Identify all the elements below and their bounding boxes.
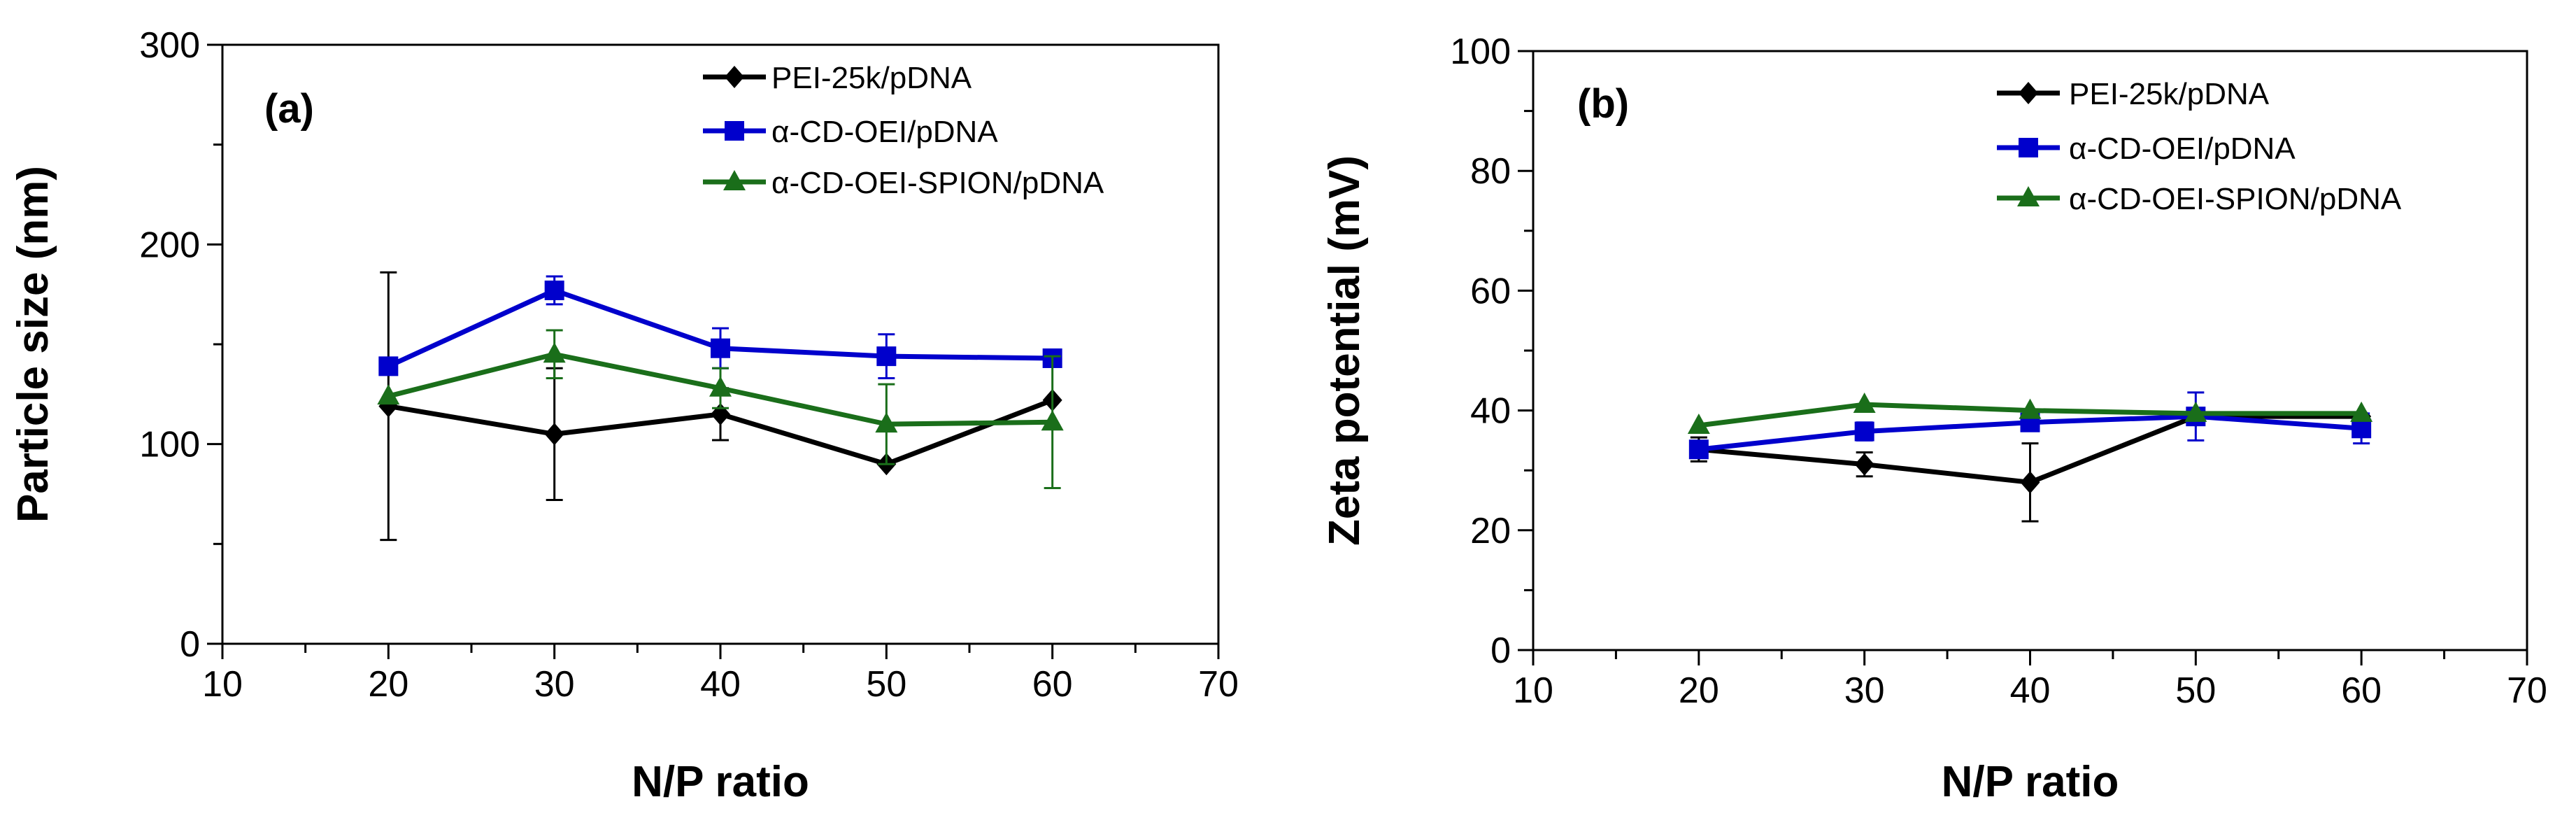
data-point	[1687, 414, 1710, 434]
x-tick-label: 50	[866, 664, 906, 705]
x-tick-label: 70	[1198, 664, 1239, 705]
panel-b-zeta-potential-chart: 10 20 30 40 50 60 70 0 20 40 60 80 100 N/P ratio Zeta …	[1321, 31, 2547, 806]
series-square	[378, 275, 1062, 380]
legend-label: α-CD-OEI/pDNA	[771, 115, 998, 149]
x-tick-label: 40	[700, 664, 741, 705]
data-point	[378, 356, 399, 376]
x-axis-label: N/P ratio	[1942, 758, 2119, 806]
x-tick-label: 40	[2010, 670, 2051, 711]
panel-a-particle-size-chart: 10 20 30 40 50 60 70 0 100 200 300 N/P ratio Particl…	[9, 25, 1239, 806]
legend-entry: PEI-25k/pDNA	[703, 61, 972, 95]
y-tick-label: 40	[1470, 391, 1511, 432]
x-tick-label: 30	[534, 664, 575, 705]
legend-marker	[723, 170, 746, 190]
x-tick-label: 60	[2341, 670, 2382, 711]
y-tick-label: 0	[180, 624, 200, 665]
series-triangle	[377, 329, 1064, 489]
legend-entry: α-CD-OEI-SPION/pDNA	[703, 166, 1104, 200]
data-point	[709, 376, 732, 397]
legend-marker	[2019, 82, 2038, 104]
legend-entry: α-CD-OEI/pDNA	[1997, 132, 2296, 166]
x-tick-label: 70	[2507, 670, 2547, 711]
panel-label: (a)	[264, 86, 314, 132]
data-point	[2020, 471, 2040, 494]
y-axis-label: Zeta potential (mV)	[1321, 155, 1369, 546]
legend-marker	[2017, 186, 2040, 206]
data-point	[2350, 401, 2373, 422]
legend-marker	[725, 121, 744, 141]
data-point	[1854, 421, 1874, 442]
data-point	[2351, 418, 2372, 439]
y-tick-label: 0	[1490, 630, 1511, 671]
x-tick-label: 20	[1679, 670, 1719, 711]
legend-label: PEI-25k/pDNA	[2069, 77, 2270, 111]
y-tick-label: 100	[139, 425, 200, 465]
x-tick-label: 60	[1032, 664, 1073, 705]
legend-entry: α-CD-OEI-SPION/pDNA	[1997, 182, 2402, 216]
y-tick-label: 20	[1470, 511, 1511, 551]
y-tick-label: 200	[139, 225, 200, 265]
data-point	[2019, 398, 2042, 419]
data-point	[711, 338, 730, 358]
data-point	[544, 423, 564, 446]
data-point	[1041, 410, 1064, 431]
data-point	[377, 384, 400, 405]
series-triangle	[1687, 393, 2373, 434]
legend-entry: α-CD-OEI/pDNA	[703, 115, 998, 149]
y-axis-label: Particle size (nm)	[9, 166, 57, 523]
series-diamond	[378, 271, 1062, 542]
data-point	[875, 412, 898, 433]
x-tick-label: 50	[2175, 670, 2216, 711]
data-point	[1688, 439, 1709, 460]
data-point	[543, 342, 566, 363]
x-tick-label: 10	[1513, 670, 1553, 711]
x-tick-label: 10	[202, 664, 243, 705]
x-axis-label: N/P ratio	[632, 758, 809, 806]
data-point	[876, 346, 897, 367]
data-point	[1853, 393, 1876, 414]
panel-label: (b)	[1577, 81, 1629, 127]
x-tick-label: 30	[1844, 670, 1885, 711]
data-point	[1854, 453, 1874, 476]
legend-label: α-CD-OEI-SPION/pDNA	[2069, 182, 2402, 216]
y-tick-label: 100	[1450, 31, 1511, 72]
legend-label: α-CD-OEI-SPION/pDNA	[771, 166, 1104, 200]
data-point	[544, 280, 564, 300]
y-tick-label: 80	[1470, 151, 1511, 192]
legend-marker	[2019, 138, 2038, 157]
y-tick-label: 300	[139, 25, 200, 66]
data-point	[2184, 401, 2207, 422]
x-tick-label: 20	[368, 664, 408, 705]
legend-marker	[725, 66, 744, 88]
legend-entry: PEI-25k/pDNA	[1997, 77, 2270, 111]
y-tick-label: 60	[1470, 271, 1511, 311]
legend-label: PEI-25k/pDNA	[771, 61, 972, 95]
legend-label: α-CD-OEI/pDNA	[2069, 132, 2296, 166]
